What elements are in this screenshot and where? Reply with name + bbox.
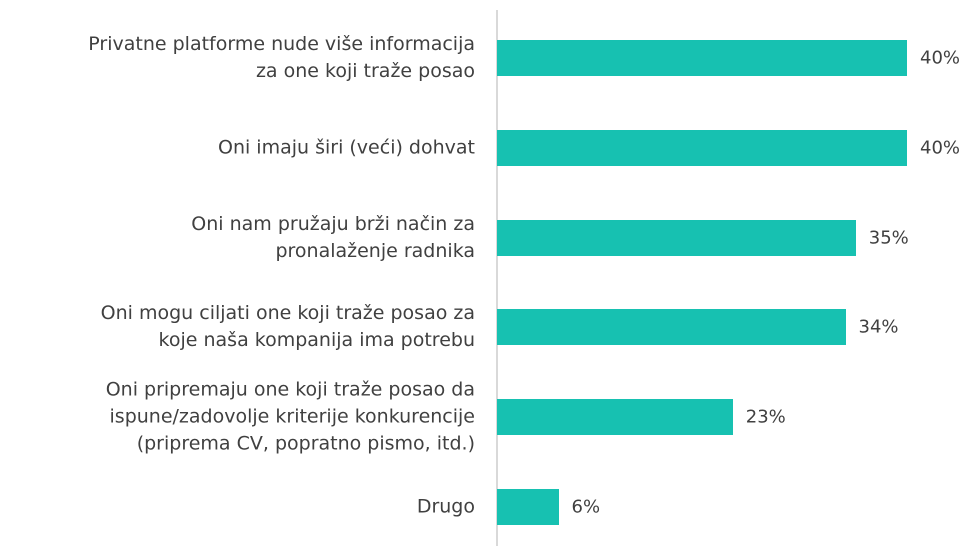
category-label: Privatne platforme nude više informacija… xyxy=(88,33,475,82)
category-label: Oni mogu ciljati one koji traže posao za… xyxy=(100,302,475,352)
bar xyxy=(497,399,733,436)
value-label: 40% xyxy=(920,47,961,69)
value-label: 35% xyxy=(868,227,909,249)
bar xyxy=(497,489,559,525)
bar xyxy=(497,129,907,166)
category-label: Drugo xyxy=(416,495,475,518)
value-label: 40% xyxy=(920,137,961,159)
axis-line xyxy=(496,10,498,546)
value-label: 23% xyxy=(745,406,786,428)
bar xyxy=(497,219,856,256)
bar xyxy=(497,309,846,346)
bar xyxy=(497,40,907,76)
category-label: Oni imaju širi (veći) dohvat xyxy=(217,136,475,159)
value-label: 34% xyxy=(858,316,899,338)
value-label: 6% xyxy=(571,496,601,518)
category-label: Oni nam pružaju brži način za pronalažen… xyxy=(191,212,475,262)
category-label: Oni pripremaju one koji traže posao da i… xyxy=(105,378,475,455)
